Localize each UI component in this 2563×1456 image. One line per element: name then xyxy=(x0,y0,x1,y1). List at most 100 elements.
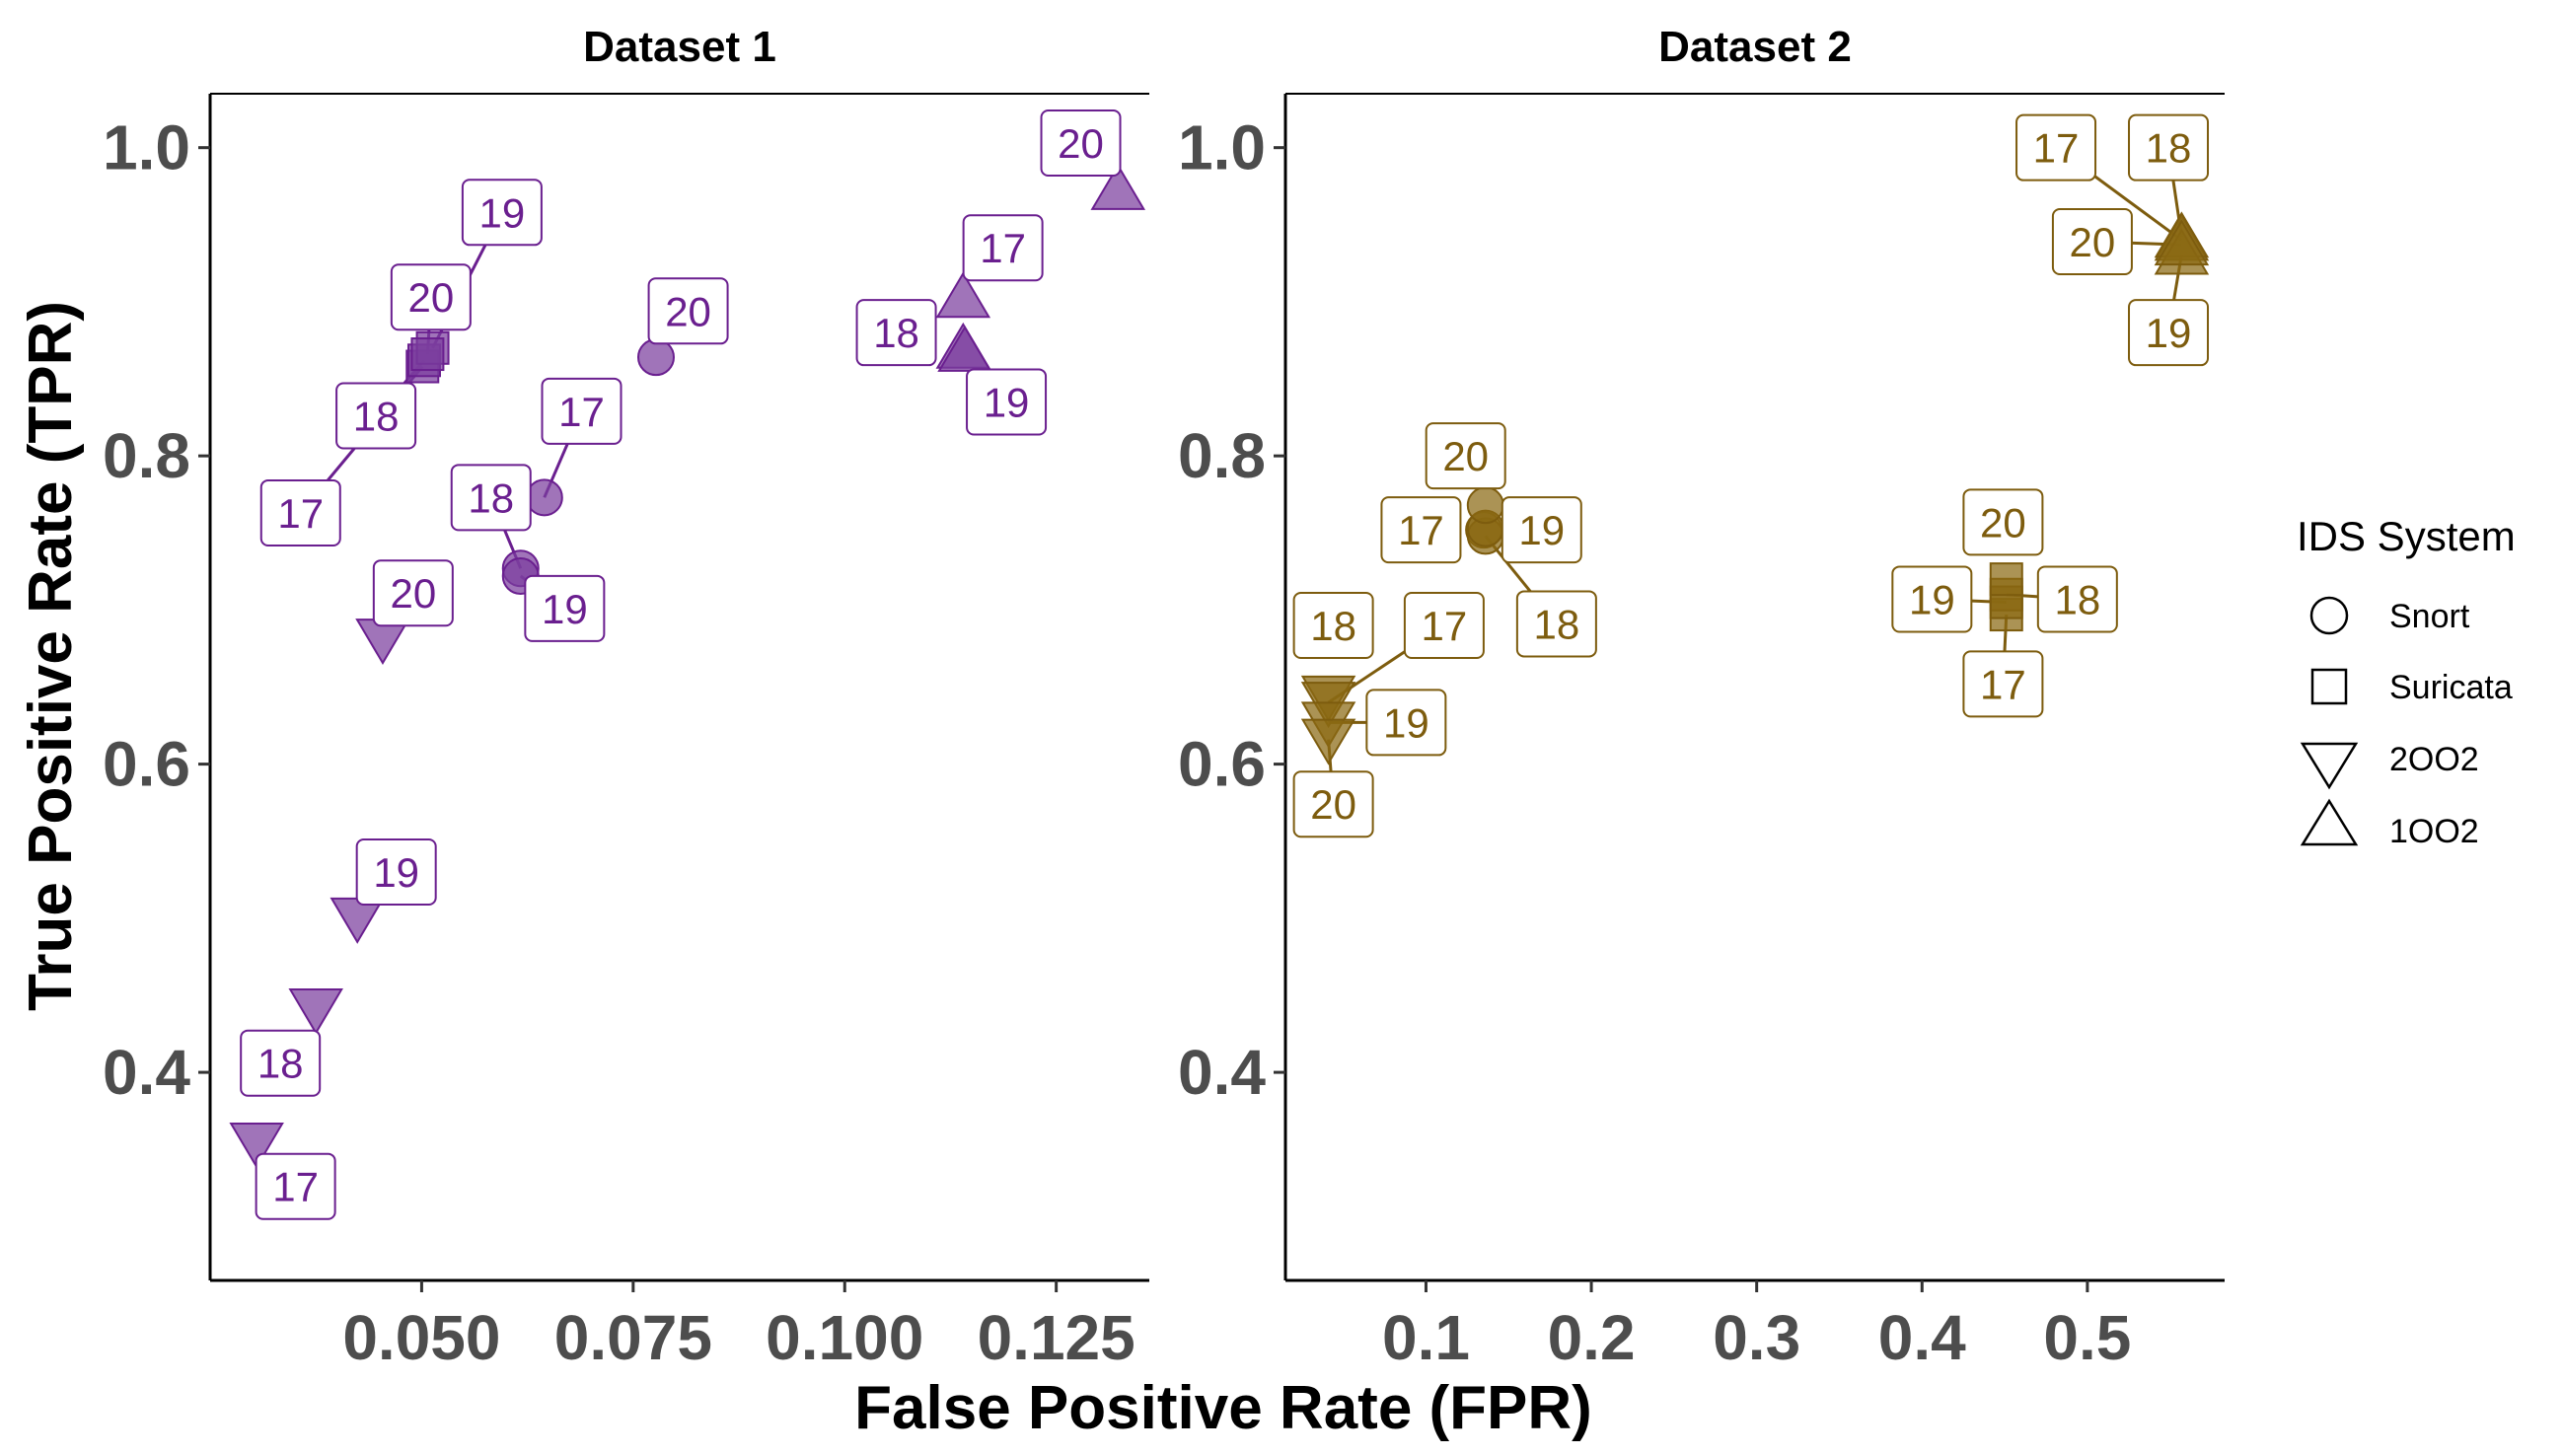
point-label: 18 xyxy=(353,394,400,440)
x-tick-label: 0.125 xyxy=(978,1302,1135,1373)
point-label: 17 xyxy=(272,1164,319,1210)
point-label: 20 xyxy=(1310,781,1356,828)
y-tick-label: 0.8 xyxy=(1178,420,1266,491)
point-label: 18 xyxy=(468,474,514,521)
point-label-box xyxy=(390,263,472,331)
point-1oo2 xyxy=(937,325,992,372)
point-label-box xyxy=(372,559,454,627)
point-1oo2 xyxy=(2154,219,2210,266)
x-tick-label: 0.075 xyxy=(554,1302,712,1373)
point-label-box xyxy=(255,1152,336,1220)
point-label: 17 xyxy=(1422,603,1468,649)
point-label-box xyxy=(524,574,606,642)
point-label: 19 xyxy=(1909,576,1955,622)
legend-label-1oo2: 1OO2 xyxy=(2389,813,2479,850)
point-label-box xyxy=(966,368,1048,436)
point-label-box xyxy=(1292,592,1374,660)
point-label: 17 xyxy=(1980,661,2026,707)
point-label-box xyxy=(1425,422,1506,490)
point-suricata xyxy=(1989,562,2023,597)
y-tick-label: 1.0 xyxy=(103,112,190,183)
point-label: 17 xyxy=(277,490,324,537)
legend-item-snort: Snort xyxy=(2309,596,2470,635)
point-snort xyxy=(525,478,563,517)
point-label: 20 xyxy=(1442,433,1489,479)
point-label: 19 xyxy=(373,849,419,896)
panel-dataset-1: Dataset 1 0.4 0.6 0.8 1.0 0.050 0.075 0.100 0.12… xyxy=(103,23,1149,1373)
y-tick-label: 0.6 xyxy=(103,729,190,800)
point-label: 17 xyxy=(558,389,605,435)
x-tick-label: 0.2 xyxy=(1548,1302,1636,1373)
point-label: 17 xyxy=(1398,507,1444,553)
legend-label-suricata: Suricata xyxy=(2389,669,2513,706)
point-label: 19 xyxy=(542,586,588,632)
point-1oo2 xyxy=(1090,163,1146,210)
x-tick-label: 0.050 xyxy=(342,1302,500,1373)
point-suricata xyxy=(410,337,445,372)
x-tick-label: 0.4 xyxy=(1878,1302,1966,1373)
point-label-box xyxy=(1501,496,1582,564)
panel-dataset-2: Dataset 2 0.4 0.6 0.8 1.0 0.1 0.2 0.3 0.4 0.5 20 17… xyxy=(1178,23,2225,1373)
point-label: 18 xyxy=(2054,576,2100,622)
point-label-box xyxy=(461,179,543,247)
point-label-box xyxy=(2036,565,2118,633)
y-tick-label: 0.4 xyxy=(103,1037,190,1108)
y-tick-label: 0.8 xyxy=(103,420,190,491)
point-label: 20 xyxy=(2070,219,2116,265)
panel-title: Dataset 1 xyxy=(583,23,776,71)
y-axis-title: True Positive Rate (TPR) xyxy=(17,301,85,1011)
legend-title: IDS System xyxy=(2297,513,2516,559)
point-label-box xyxy=(240,1029,322,1097)
x-axis-title: False Positive Rate (FPR) xyxy=(854,1374,1592,1442)
legend: IDS System Snort Suricata 2OO2 1OO2 xyxy=(2297,513,2516,850)
point-label: 20 xyxy=(390,570,436,617)
point-label: 19 xyxy=(1383,699,1429,746)
point-label: 19 xyxy=(2146,310,2192,356)
point-label: 19 xyxy=(984,379,1030,425)
point-label: 19 xyxy=(1518,507,1565,553)
x-tick-label: 0.5 xyxy=(2043,1302,2131,1373)
point-1oo2 xyxy=(935,271,991,319)
point-label: 20 xyxy=(1058,120,1104,167)
legend-label-2oo2: 2OO2 xyxy=(2389,741,2479,778)
point-2oo2 xyxy=(1300,718,1356,765)
legend-square-icon xyxy=(2310,668,2348,705)
point-label-box xyxy=(1962,650,2044,718)
point-label-box xyxy=(1962,488,2044,556)
point-snort xyxy=(636,338,675,377)
point-label: 20 xyxy=(1980,499,2026,546)
point-label-box xyxy=(541,377,622,445)
point-label-box xyxy=(1292,770,1374,838)
point-label-box xyxy=(647,277,729,345)
point-label-box xyxy=(855,299,937,367)
panel-title: Dataset 2 xyxy=(1658,23,1852,71)
legend-item-1oo2: 1OO2 xyxy=(2300,798,2479,850)
legend-item-2oo2: 2OO2 xyxy=(2300,741,2479,790)
point-label: 20 xyxy=(665,288,711,334)
point-label-box xyxy=(1403,592,1485,660)
point-label: 18 xyxy=(873,310,919,356)
point-label-box xyxy=(962,214,1044,282)
point-label-box xyxy=(1515,590,1597,658)
point-label-box xyxy=(1040,109,1122,177)
legend-triangle-up-icon xyxy=(2300,798,2359,846)
x-tick-label: 0.3 xyxy=(1713,1302,1800,1373)
point-label-box xyxy=(2015,113,2097,182)
point-label: 18 xyxy=(1310,603,1356,649)
point-label-box xyxy=(1891,565,1973,633)
x-tick-label: 0.1 xyxy=(1382,1302,1470,1373)
y-tick-label: 1.0 xyxy=(1178,112,1266,183)
point-label-box xyxy=(2128,299,2210,367)
x-tick-label: 0.100 xyxy=(766,1302,923,1373)
legend-label-snort: Snort xyxy=(2389,598,2470,635)
point-label: 17 xyxy=(980,225,1026,271)
point-label: 20 xyxy=(407,274,454,321)
legend-item-suricata: Suricata xyxy=(2310,668,2513,706)
point-label: 18 xyxy=(1534,601,1580,647)
point-snort xyxy=(1466,486,1504,525)
legend-circle-icon xyxy=(2309,596,2349,635)
point-label: 19 xyxy=(479,189,526,236)
y-tick-label: 0.6 xyxy=(1178,729,1266,800)
point-label: 18 xyxy=(257,1041,304,1087)
